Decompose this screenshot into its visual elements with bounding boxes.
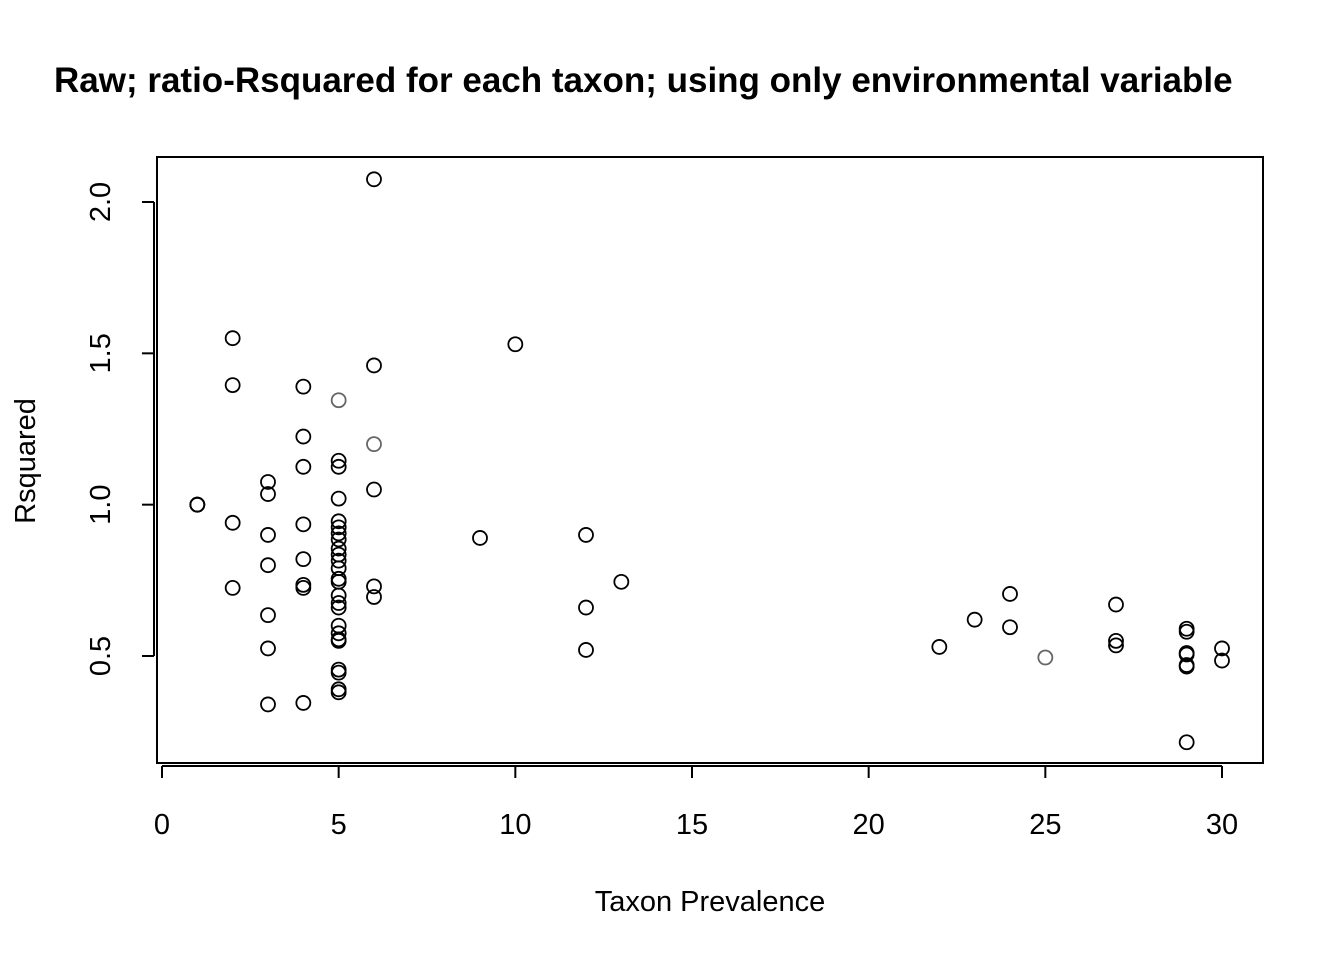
data-point <box>330 661 347 678</box>
data-point <box>330 570 347 587</box>
data-point <box>330 599 347 616</box>
data-point <box>260 696 276 713</box>
data-point <box>295 458 312 475</box>
data-point <box>366 171 382 188</box>
data-point <box>1178 620 1195 637</box>
data-point <box>330 525 347 542</box>
data-point <box>330 519 347 536</box>
data-point <box>330 573 347 590</box>
data-point <box>260 486 276 502</box>
data-point <box>1108 596 1124 613</box>
y-tick-label: 1.5 <box>85 333 117 373</box>
data-point <box>330 452 347 469</box>
x-tick-label: 25 <box>1029 809 1061 841</box>
data-point <box>1037 649 1054 666</box>
data-point <box>330 664 347 681</box>
data-point <box>1214 640 1230 657</box>
data-point <box>260 557 276 574</box>
data-point <box>1178 658 1195 675</box>
data-point <box>330 681 347 698</box>
data-point <box>295 551 312 568</box>
data-point <box>330 392 347 409</box>
data-point <box>1178 623 1195 640</box>
data-point <box>330 552 347 569</box>
y-tick-label: 1.0 <box>85 485 117 525</box>
y-tick-label: 0.5 <box>85 636 117 676</box>
data-point <box>931 639 948 655</box>
data-point <box>472 530 488 546</box>
x-axis: 0 5 10 15 20 25 30 <box>154 765 1238 841</box>
data-point <box>330 540 347 557</box>
data-point <box>366 578 382 595</box>
x-tick-label: 15 <box>676 809 708 841</box>
x-tick-label: 30 <box>1206 809 1238 841</box>
data-point <box>224 514 241 531</box>
x-tick-label: 0 <box>154 809 170 841</box>
data-point <box>295 580 312 596</box>
chart-title: Raw; ratio-Rsquared for each taxon; usin… <box>54 61 1233 100</box>
data-point <box>260 640 276 657</box>
data-point <box>330 458 347 475</box>
data-point <box>366 357 382 374</box>
data-point <box>1002 586 1018 602</box>
data-point <box>1178 646 1195 663</box>
data-point <box>330 595 347 611</box>
data-point <box>578 599 594 616</box>
data-point <box>330 632 347 649</box>
data-point <box>578 527 594 543</box>
x-tick-label: 20 <box>853 809 885 841</box>
data-point <box>260 607 276 624</box>
data-point <box>330 490 347 507</box>
plot-frame <box>156 156 1264 764</box>
data-point <box>224 580 241 596</box>
data-point <box>366 481 382 498</box>
data-point <box>966 611 983 628</box>
data-point <box>1214 652 1230 669</box>
data-point <box>260 527 276 543</box>
y-axis: 0.5 1.0 1.5 2.0 <box>85 182 155 676</box>
data-point <box>507 336 524 353</box>
data-point <box>224 330 241 347</box>
x-axis-label: Taxon Prevalence <box>595 886 826 918</box>
data-points <box>189 171 1230 751</box>
data-point <box>224 377 241 394</box>
data-point <box>295 695 312 711</box>
data-point <box>330 531 347 548</box>
data-point <box>613 573 630 590</box>
data-point <box>189 496 206 513</box>
data-point <box>295 378 312 395</box>
data-point <box>1108 637 1124 654</box>
y-tick-label: 2.0 <box>85 182 117 222</box>
x-tick-label: 10 <box>499 809 531 841</box>
data-point <box>330 625 347 642</box>
y-axis-label: Rsquared <box>10 398 42 524</box>
data-point <box>1178 734 1195 751</box>
data-point <box>1002 619 1018 636</box>
data-point <box>366 589 382 605</box>
data-point <box>260 474 276 490</box>
data-point <box>295 576 312 593</box>
data-point <box>1108 632 1124 649</box>
x-tick-label: 5 <box>331 809 347 841</box>
data-point <box>330 513 347 530</box>
data-point <box>295 516 312 533</box>
data-point <box>578 642 594 658</box>
data-point <box>366 436 382 453</box>
data-point <box>295 428 312 445</box>
data-point <box>330 587 347 604</box>
data-point <box>330 684 347 701</box>
